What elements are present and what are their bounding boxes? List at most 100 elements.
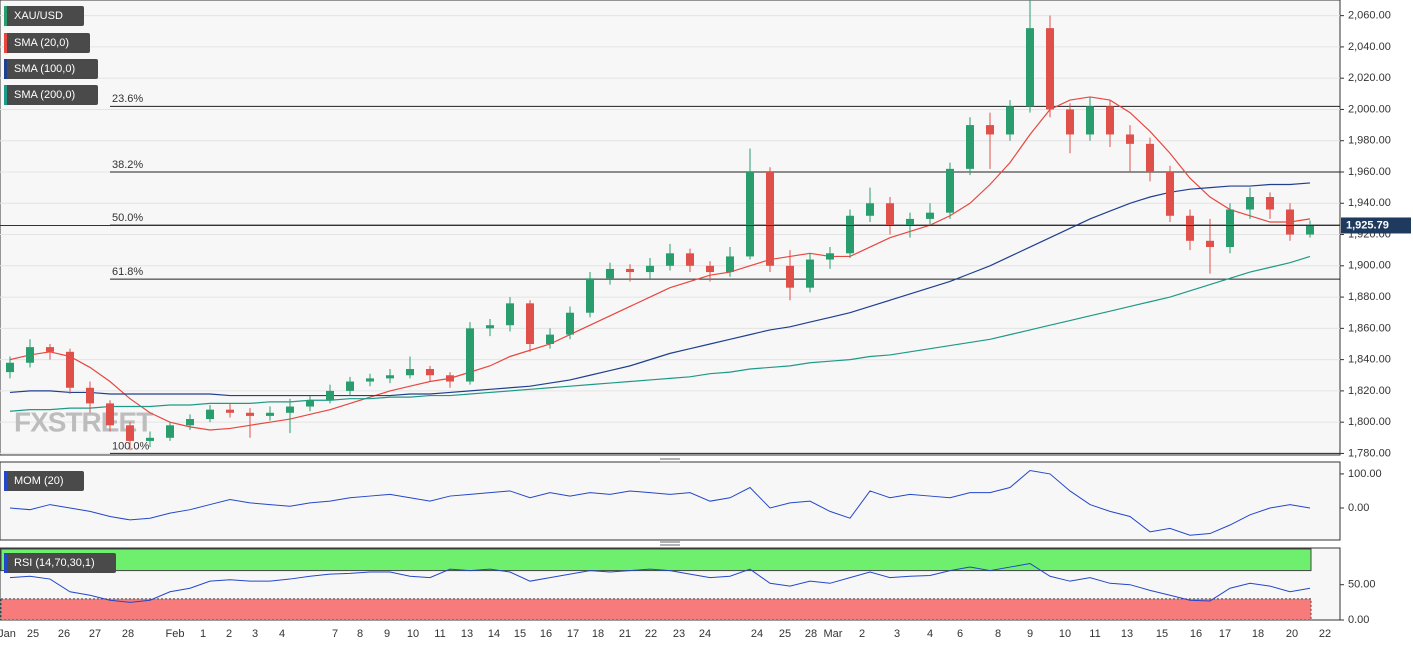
x-tick-label: 1 (200, 628, 206, 640)
legend-swatch (4, 6, 7, 26)
candle-body (1286, 209, 1294, 235)
candle-body (566, 312, 574, 335)
x-tick-label: 22 (645, 628, 657, 640)
x-tick-label: 15 (1156, 628, 1168, 640)
legend-label: RSI (14,70,30,1) (14, 557, 95, 569)
y-tick-label: 2,020.00 (1348, 72, 1391, 84)
candle-body (106, 403, 114, 426)
candle-body (366, 378, 374, 382)
legend-box (4, 6, 84, 26)
x-tick-label: Mar (824, 628, 843, 640)
x-tick-label: 28 (122, 628, 134, 640)
candle-body (686, 253, 694, 266)
legend-box (4, 471, 84, 491)
legend-box (4, 85, 98, 105)
x-tick-label: 22 (1319, 628, 1331, 640)
candle-body (226, 409, 234, 413)
candle-body (386, 375, 394, 379)
x-tick-label: 20 (1286, 628, 1298, 640)
x-tick-label: 14 (488, 628, 500, 640)
candle-body (166, 425, 174, 438)
candle-body (806, 259, 814, 288)
candle-body (66, 351, 74, 388)
x-tick-label: Jan (0, 628, 16, 640)
candle-body (1126, 134, 1134, 144)
x-tick-label: 25 (779, 628, 791, 640)
y-tick-label: 1,980.00 (1348, 135, 1391, 147)
candle-body (746, 171, 754, 257)
y-tick-label: 1,940.00 (1348, 197, 1391, 209)
candle-body (766, 171, 774, 266)
x-tick-label: 2 (226, 628, 232, 640)
candle-body (6, 362, 14, 373)
x-tick-label: 16 (1190, 628, 1202, 640)
candle-body (1066, 109, 1074, 135)
x-tick-label: 11 (1089, 628, 1100, 640)
candle-body (206, 409, 214, 420)
candle-body (186, 419, 194, 426)
y-tick-label: 1,780.00 (1348, 447, 1391, 459)
legend-label: SMA (100,0) (14, 63, 75, 75)
y-tick-label: 2,040.00 (1348, 41, 1391, 53)
candle-body (1266, 197, 1274, 210)
candle-body (1046, 28, 1054, 110)
candle-body (966, 125, 974, 169)
legend-box (4, 59, 98, 79)
x-tick-label: 3 (252, 628, 258, 640)
fib-label: 100.0% (112, 440, 150, 452)
last-price-box (1341, 217, 1411, 234)
x-tick-label: 6 (957, 628, 963, 640)
resize-grip[interactable] (660, 541, 680, 546)
x-tick-label: 26 (58, 628, 70, 640)
x-tick-label: 8 (995, 628, 1001, 640)
legend-swatch (4, 59, 7, 79)
x-tick-label: 10 (1059, 628, 1071, 640)
x-tick-label: 17 (1219, 628, 1231, 640)
x-tick-label: 24 (699, 628, 711, 640)
candle-body (1186, 215, 1194, 241)
x-tick-label: 16 (540, 628, 552, 640)
candle-body (666, 253, 674, 266)
x-tick-label: 10 (407, 628, 419, 640)
legend-swatch (4, 471, 7, 491)
x-tick-label: 7 (332, 628, 338, 640)
candle-body (446, 375, 454, 382)
x-tick-label: 11 (434, 628, 445, 640)
y-tick-label: 1,960.00 (1348, 166, 1391, 178)
x-tick-label: 21 (619, 628, 631, 640)
legend-label: MOM (20) (14, 475, 64, 487)
x-tick-label: 4 (279, 628, 285, 640)
candle-body (406, 369, 414, 376)
y-tick-label: 50.00 (1348, 579, 1376, 591)
y-tick-label: 1,820.00 (1348, 385, 1391, 397)
candle-body (146, 437, 154, 441)
candle-body (266, 412, 274, 416)
candle-body (906, 218, 914, 226)
legend-label: XAU/USD (14, 10, 63, 22)
x-tick-label: 9 (1027, 628, 1033, 640)
last-price-label: 1,925.79 (1346, 219, 1389, 231)
x-tick-label: 8 (357, 628, 363, 640)
candle-body (706, 265, 714, 273)
candle-body (646, 265, 654, 273)
fib-label: 38.2% (112, 159, 143, 171)
legend-label: SMA (200,0) (14, 89, 75, 101)
legend-swatch (4, 33, 7, 53)
fib-label: 23.6% (112, 93, 143, 105)
candle-body (286, 406, 294, 413)
line (9, 563, 1311, 603)
legend-box (4, 553, 116, 573)
fib-label: 61.8% (112, 266, 143, 278)
resize-grip[interactable] (660, 458, 680, 463)
x-tick-label: 13 (1121, 628, 1133, 640)
x-tick-label: 4 (927, 628, 933, 640)
candle-body (726, 256, 734, 273)
candle-body (826, 253, 834, 260)
candle-body (506, 303, 514, 326)
legend-box (4, 33, 90, 53)
x-tick-label: 17 (567, 628, 579, 640)
candle-body (46, 347, 54, 352)
fib-label: 50.0% (112, 212, 143, 224)
x-tick-label: 25 (27, 628, 39, 640)
